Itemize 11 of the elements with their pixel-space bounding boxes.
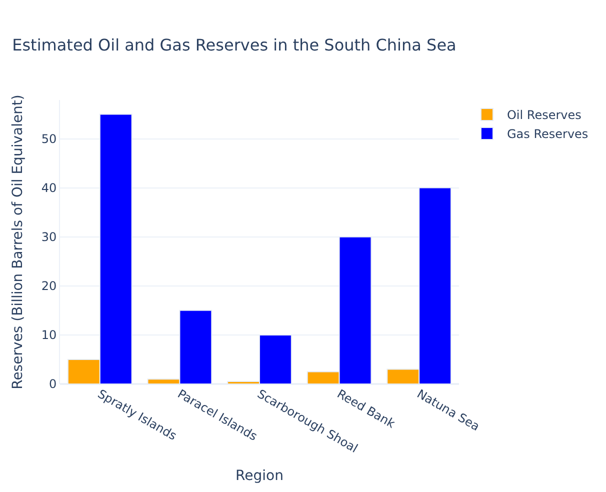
y-axis-title: Reserves (Billion Barrels of Oil Equivalent) <box>10 94 26 390</box>
legend-label: Oil Reserves <box>506 108 582 122</box>
y-tick-label: 10 <box>41 328 57 342</box>
y-tick-label: 50 <box>41 132 57 146</box>
y-tick-label: 40 <box>41 181 57 195</box>
legend-label: Gas Reserves <box>506 127 588 142</box>
y-tick-label: 30 <box>41 230 57 244</box>
y-tick-label: 20 <box>41 279 57 294</box>
chart-title: Estimated Oil and Gas Reserves in the South China Sea <box>12 36 456 55</box>
y-tick-label: 0 <box>48 377 57 392</box>
x-axis-title: Region <box>236 468 284 484</box>
